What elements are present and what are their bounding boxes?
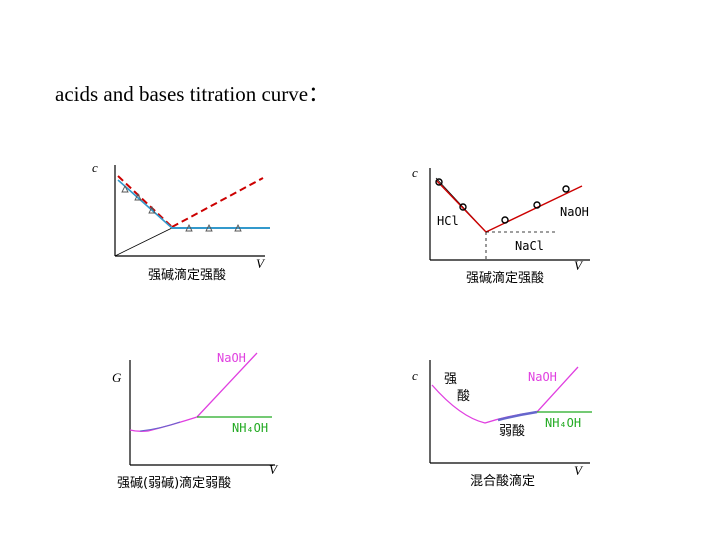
label-acid: 酸	[457, 389, 470, 404]
magenta-titration-curve	[129, 352, 258, 432]
label-weak-acid: 弱酸	[499, 424, 525, 439]
y-axis-label: c	[412, 368, 418, 383]
label-naoh: NaOH	[560, 205, 589, 219]
red-ascending-line	[485, 185, 583, 233]
x-axis-label: V	[256, 256, 266, 271]
label-strong: 强	[444, 372, 457, 387]
label-nh4oh: NH₄OH	[232, 421, 268, 435]
label-naoh: NaOH	[528, 370, 557, 384]
red-dashed-ascending	[171, 177, 264, 228]
circle-markers	[435, 178, 570, 224]
purple-overlay-segment	[139, 421, 181, 432]
titration-panel-2: c V HCl NaOH NaCl 强碱滴定强酸	[412, 165, 590, 286]
x-axis-label: V	[574, 258, 584, 273]
red-dashed-descending	[117, 175, 173, 228]
titration-panel-4: c V 强 酸 NaOH 弱酸 NH₄OH 混合酸滴定	[412, 360, 592, 489]
label-hcl: HCl	[437, 214, 459, 228]
label-nh4oh: NH₄OH	[545, 416, 581, 430]
triangle-markers	[121, 184, 242, 232]
label-nacl: NaCl	[515, 239, 544, 253]
panel-caption: 混合酸滴定	[470, 473, 535, 489]
blue-descending-line	[117, 179, 173, 229]
red-descending-line	[435, 179, 487, 233]
x-axis-label: V	[574, 463, 584, 478]
y-axis-label: G	[112, 370, 122, 385]
baseline-diagonal	[114, 227, 173, 257]
x-axis-label: V	[269, 462, 279, 477]
titration-panel-3: G V NaOH NH₄OH 强碱(弱碱)滴定弱酸	[112, 351, 279, 491]
y-axis-label: c	[92, 160, 98, 175]
panel-caption: 强碱滴定强酸	[148, 267, 226, 283]
label-naoh: NaOH	[217, 351, 246, 365]
titration-panel-1: c V 强碱滴定强酸	[92, 160, 270, 283]
page-title: acids and bases titration curve：	[55, 82, 330, 106]
panel-caption: 强碱(弱碱)滴定弱酸	[117, 475, 231, 491]
panel-caption: 强碱滴定强酸	[466, 270, 544, 286]
purple-buffer-segment	[497, 410, 538, 422]
y-axis-label: c	[412, 165, 418, 180]
